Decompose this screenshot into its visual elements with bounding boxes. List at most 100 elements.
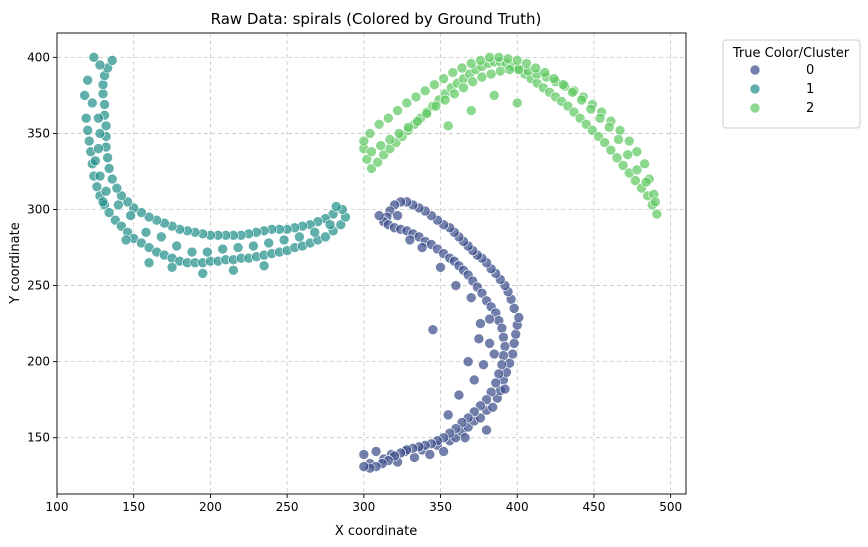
data-point-cluster-0 <box>499 341 511 352</box>
data-point-cluster-2 <box>476 71 488 83</box>
data-point-cluster-2 <box>599 137 610 148</box>
chart-title: Raw Data: spirals (Colored by Ground Tru… <box>211 10 542 28</box>
data-point-cluster-1 <box>97 79 109 91</box>
y-tick-label: 300 <box>27 202 50 216</box>
data-point-cluster-2 <box>511 97 523 109</box>
data-point-cluster-2 <box>430 100 442 112</box>
data-point-cluster-2 <box>614 125 626 136</box>
data-point-cluster-2 <box>603 122 615 133</box>
data-point-cluster-1 <box>94 59 106 71</box>
data-point-cluster-2 <box>384 134 396 145</box>
data-point-cluster-2 <box>651 208 663 220</box>
data-point-cluster-2 <box>465 58 477 69</box>
data-point-cluster-2 <box>585 103 597 115</box>
data-point-cluster-1 <box>278 234 290 246</box>
data-point-cluster-2 <box>458 82 469 94</box>
data-point-cluster-2 <box>412 115 423 127</box>
data-point-cluster-0 <box>370 446 382 457</box>
data-point-cluster-0 <box>450 280 462 291</box>
data-point-cluster-1 <box>330 201 342 212</box>
data-point-cluster-0 <box>435 262 446 273</box>
data-point-cluster-2 <box>383 112 394 124</box>
data-point-cluster-0 <box>487 401 498 413</box>
legend-label: 0 <box>806 63 814 78</box>
data-point-cluster-2 <box>439 94 451 106</box>
x-tick-label: 200 <box>199 500 222 514</box>
data-point-cluster-0 <box>473 333 485 345</box>
data-point-cluster-1 <box>120 234 132 246</box>
data-point-cluster-2 <box>392 105 403 116</box>
data-point-cluster-1 <box>106 55 118 66</box>
data-point-cluster-1 <box>103 207 115 218</box>
data-point-cluster-0 <box>409 452 420 463</box>
data-point-cluster-2 <box>511 55 523 66</box>
data-point-cluster-1 <box>111 182 123 194</box>
data-point-cluster-2 <box>421 108 433 119</box>
x-tick-label: 400 <box>506 500 529 514</box>
data-point-cluster-2 <box>539 67 551 78</box>
data-point-cluster-0 <box>498 350 509 361</box>
data-point-cluster-2 <box>484 52 495 63</box>
data-point-cluster-2 <box>495 65 506 77</box>
data-point-cluster-1 <box>93 112 104 124</box>
legend-marker <box>749 102 761 114</box>
data-point-cluster-2 <box>613 134 624 145</box>
data-point-cluster-2 <box>605 144 617 156</box>
y-tick-label: 400 <box>27 50 50 64</box>
data-point-cluster-2 <box>410 91 422 103</box>
y-tick-label: 250 <box>27 279 50 293</box>
data-point-cluster-0 <box>484 338 495 349</box>
data-point-cluster-2 <box>456 62 468 74</box>
legend-label: 1 <box>806 82 814 97</box>
data-point-cluster-2 <box>504 64 515 75</box>
data-point-cluster-0 <box>510 328 522 340</box>
data-point-cluster-1 <box>94 128 106 139</box>
data-point-cluster-0 <box>404 234 416 246</box>
data-point-cluster-2 <box>567 87 578 98</box>
data-point-cluster-1 <box>217 243 228 255</box>
data-point-cluster-0 <box>453 389 465 401</box>
legend-marker <box>749 83 761 95</box>
data-point-cluster-2 <box>465 105 477 116</box>
plot-area-frame <box>56 32 687 495</box>
data-point-cluster-2 <box>622 149 634 161</box>
data-point-cluster-0 <box>496 322 508 334</box>
data-point-cluster-2 <box>467 76 479 87</box>
data-point-cluster-2 <box>502 53 514 65</box>
legend-title: True Color/Cluster <box>732 46 850 61</box>
data-point-cluster-1 <box>94 170 106 182</box>
data-point-cluster-0 <box>496 359 508 370</box>
data-point-cluster-0 <box>416 242 428 253</box>
data-point-cluster-1 <box>143 257 155 269</box>
data-point-cluster-0 <box>468 374 480 386</box>
legend-label: 2 <box>806 101 814 116</box>
data-point-cluster-0 <box>513 312 525 323</box>
data-point-cluster-1 <box>91 181 103 192</box>
data-point-cluster-2 <box>447 67 459 78</box>
y-tick-label: 200 <box>27 355 50 369</box>
data-point-cluster-2 <box>594 112 606 124</box>
x-tick-label: 250 <box>276 500 299 514</box>
data-point-cluster-0 <box>459 432 471 444</box>
data-point-cluster-2 <box>475 55 486 66</box>
data-point-cluster-0 <box>508 303 520 314</box>
data-point-cluster-1 <box>86 97 98 109</box>
data-point-cluster-1 <box>186 246 198 258</box>
data-point-cluster-2 <box>631 146 643 157</box>
data-point-cluster-1 <box>156 231 167 243</box>
data-point-cluster-2 <box>442 120 454 132</box>
data-point-cluster-1 <box>320 231 331 243</box>
data-point-cluster-0 <box>373 210 385 221</box>
data-point-cluster-1 <box>99 99 110 110</box>
data-point-cluster-1 <box>103 163 115 174</box>
data-point-cluster-2 <box>429 79 440 91</box>
legend-items: 0 1 2 <box>749 63 814 116</box>
data-point-cluster-1 <box>83 135 95 147</box>
y-axis-label: Y coordinate <box>8 222 23 304</box>
data-point-cluster-1 <box>125 210 136 221</box>
data-point-cluster-1 <box>248 240 259 252</box>
data-point-cluster-2 <box>401 97 413 109</box>
data-point-cluster-0 <box>392 210 403 221</box>
data-point-cluster-0 <box>478 359 489 370</box>
